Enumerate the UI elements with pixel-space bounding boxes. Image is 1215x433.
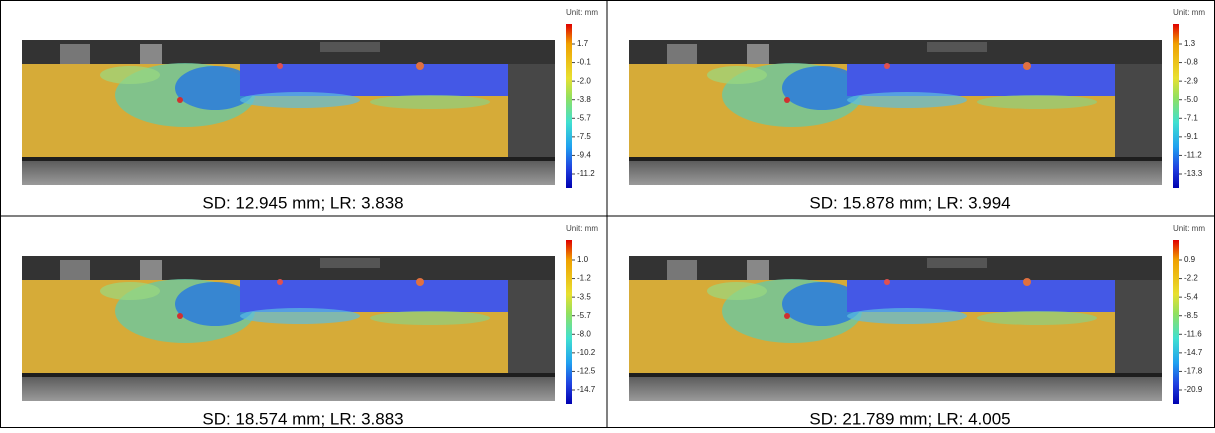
displacement-map: [629, 40, 1162, 185]
scale-label: -2.9: [1184, 76, 1198, 85]
scale-label: -9.1: [1184, 132, 1198, 141]
unit-label: Unit: mm: [1173, 8, 1205, 17]
panel: Unit: mm 0.9 -2.2 -5.4 -8.5 -11.6 -14.7 -17.8 -2…: [629, 224, 1205, 428]
scale-label: -2.2: [1184, 274, 1198, 283]
scale-label: -11.2: [577, 169, 595, 178]
scale-label: -14.7: [1184, 348, 1203, 357]
scale-label: -12.5: [577, 367, 596, 376]
panel: Unit: mm 1.7 -0.1 -2.0 -3.8 -5.7 -7.5 -9.4 -11.2…: [22, 8, 598, 212]
caption: SD: 12.945 mm; LR: 3.838: [202, 193, 403, 212]
unit-label: Unit: mm: [566, 8, 598, 17]
scale-label: -5.7: [577, 113, 591, 122]
unit-label: Unit: mm: [566, 224, 598, 233]
colorbar: [1173, 24, 1179, 188]
scale-label: -2.0: [577, 76, 591, 85]
panel: Unit: mm 1.3 -0.8 -2.9 -5.0 -7.1 -9.1 -11.2 -13.…: [629, 8, 1205, 212]
scale-label: -10.2: [577, 348, 596, 357]
colorbar: [566, 24, 572, 188]
scale-label: -8.0: [577, 329, 591, 338]
caption: SD: 21.789 mm; LR: 4.005: [809, 409, 1010, 428]
colorbar: [566, 240, 572, 404]
scale-label: -5.0: [1184, 95, 1198, 104]
colorbar: [1173, 240, 1179, 404]
scale-label: -8.5: [1184, 311, 1198, 320]
scale-label: 1.3: [1184, 39, 1196, 48]
scale-label: -5.4: [1184, 292, 1198, 301]
panel: Unit: mm 1.0 -1.2 -3.5 -5.7 -8.0 -10.2 -12.5 -14…: [22, 224, 598, 428]
scale-label: -7.5: [577, 132, 591, 141]
displacement-map: [629, 256, 1162, 401]
scale-label: 1.0: [577, 255, 589, 264]
caption: SD: 18.574 mm; LR: 3.883: [202, 409, 403, 428]
scale-label: -9.4: [577, 151, 591, 160]
scale-label: -0.1: [577, 58, 591, 67]
scale-label: -13.3: [1184, 169, 1203, 178]
scale-label: -20.9: [1184, 385, 1203, 394]
caption: SD: 15.878 mm; LR: 3.994: [809, 193, 1010, 212]
scale-label: 0.9: [1184, 255, 1196, 264]
scale-label: -11.2: [1184, 151, 1202, 160]
scale-label: -5.7: [577, 311, 591, 320]
unit-label: Unit: mm: [1173, 224, 1205, 233]
scale-label: -0.8: [1184, 58, 1198, 67]
scale-label: -7.1: [1184, 113, 1198, 122]
scale-label: -1.2: [577, 274, 591, 283]
scale-label: -14.7: [577, 385, 596, 394]
scale-label: -3.5: [577, 292, 591, 301]
displacement-map: [22, 256, 555, 401]
scale-label: 1.7: [577, 39, 589, 48]
scale-label: -3.8: [577, 95, 591, 104]
scale-label: -17.8: [1184, 367, 1203, 376]
scale-label: -11.6: [1184, 329, 1202, 338]
displacement-map: [22, 40, 555, 185]
